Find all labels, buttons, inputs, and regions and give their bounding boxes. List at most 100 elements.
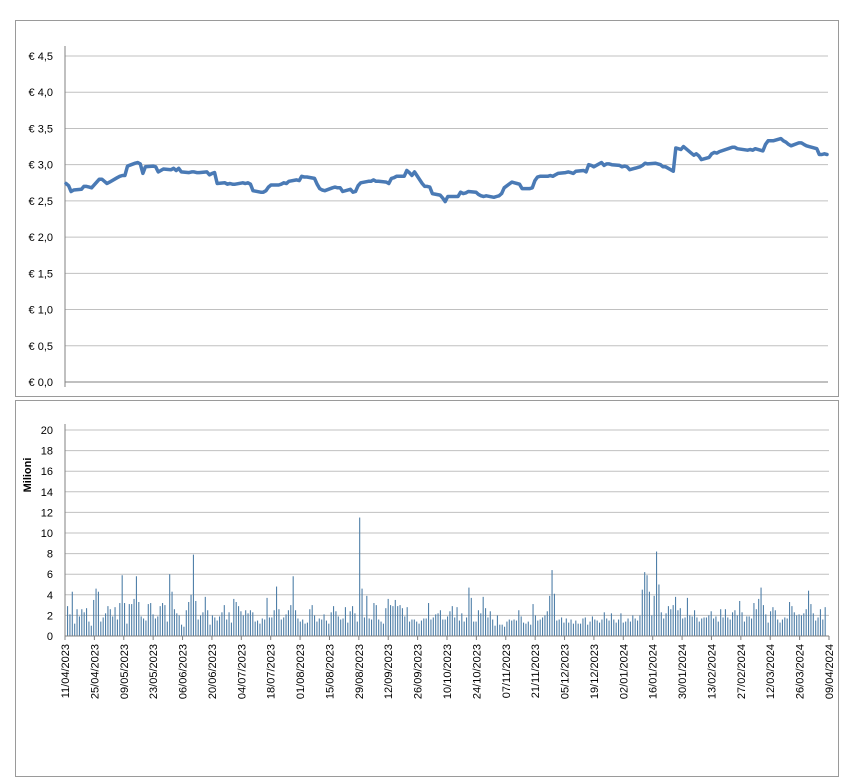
volume-bar	[195, 600, 197, 636]
volume-bar	[553, 593, 555, 636]
volume-bar	[330, 612, 332, 636]
volume-bar	[437, 613, 439, 636]
volume-bar	[185, 610, 187, 636]
volume-bar	[784, 617, 786, 636]
volume-bar	[316, 621, 318, 636]
volume-bar	[722, 617, 724, 636]
volume-bar	[135, 576, 137, 636]
volume-bar	[245, 610, 247, 636]
volume-bar	[252, 612, 254, 636]
volume-bar	[698, 621, 700, 636]
volume-bar	[347, 622, 349, 636]
price-y-tick-label: € 4,0	[29, 87, 53, 99]
volume-bar	[368, 618, 370, 636]
volume-bar	[69, 614, 71, 636]
volume-bar	[247, 613, 249, 636]
volume-bar	[501, 624, 503, 636]
volume-bar	[444, 619, 446, 636]
volume-bar	[404, 616, 406, 636]
volume-bar	[318, 618, 320, 636]
volume-bar	[323, 614, 325, 636]
volume-bar	[772, 607, 774, 636]
volume-bar	[506, 621, 508, 636]
volume-bar	[796, 615, 798, 636]
volume-bar	[140, 616, 142, 636]
volume-bar	[238, 606, 240, 636]
volume-bar	[482, 596, 484, 636]
price-y-tick-label: € 3,0	[29, 160, 53, 172]
volume-x-tick-label: 05/12/2023	[560, 644, 572, 699]
volume-bar	[202, 612, 204, 636]
volume-bar	[679, 608, 681, 636]
volume-bar	[337, 616, 339, 636]
volume-x-tick-label: 23/05/2023	[148, 644, 160, 699]
volume-bar	[261, 618, 263, 636]
volume-bar	[504, 626, 506, 636]
volume-bar	[76, 609, 78, 636]
volume-bar	[515, 620, 517, 636]
volume-bar	[743, 621, 745, 636]
volume-bar	[397, 606, 399, 636]
volume-bar	[401, 608, 403, 636]
volume-bar	[791, 606, 793, 636]
volume-bar	[596, 620, 598, 636]
volume-bar	[720, 609, 722, 636]
volume-bar	[209, 624, 211, 636]
volume-bar	[492, 619, 494, 636]
volume-bar-chart: 0 2 4 6 8 10 12 14 16 18 20 Milioni 11/04/2023 25/04/…	[22, 424, 836, 699]
volume-bar	[74, 623, 76, 636]
volume-bar	[675, 596, 677, 636]
volume-x-tick-label: 25/04/2023	[89, 644, 101, 699]
volume-bar	[568, 622, 570, 636]
volume-bar	[71, 591, 73, 636]
volume-bar	[710, 611, 712, 636]
volume-bar	[119, 603, 121, 636]
volume-bar	[762, 605, 764, 636]
volume-bar	[770, 611, 772, 636]
volume-y-tick-label: 12	[41, 507, 53, 519]
volume-bar	[67, 606, 69, 636]
volume-bar	[496, 615, 498, 636]
volume-y-tick-label: 0	[47, 631, 53, 643]
volume-bar	[637, 620, 639, 636]
volume-bar	[591, 616, 593, 636]
volume-bar	[430, 619, 432, 636]
volume-bar	[363, 617, 365, 636]
volume-bar	[221, 612, 223, 636]
volume-x-tick-label: 24/10/2023	[471, 644, 483, 699]
volume-bar	[456, 607, 458, 636]
volume-bar	[159, 606, 161, 636]
volume-bar	[572, 623, 574, 636]
volume-x-tick-label: 12/09/2023	[383, 644, 395, 699]
volume-bar	[211, 615, 213, 636]
volume-bar	[587, 624, 589, 636]
volume-bar	[803, 613, 805, 636]
volume-bar	[682, 618, 684, 636]
volume-bar	[786, 618, 788, 636]
volume-chart-panel: 0 2 4 6 8 10 12 14 16 18 20 Milioni 11/04/2023 25/04/…	[15, 400, 839, 777]
volume-bar	[340, 619, 342, 636]
volume-bar	[660, 612, 662, 636]
volume-bar	[181, 624, 183, 636]
volume-bar	[226, 619, 228, 636]
volume-bar	[435, 614, 437, 636]
volume-bar	[126, 623, 128, 636]
volume-bar	[779, 622, 781, 636]
volume-bar	[603, 612, 605, 636]
volume-bar	[311, 605, 313, 636]
volume-bar	[116, 619, 118, 636]
volume-x-tick-label: 01/08/2023	[295, 644, 307, 699]
volume-bar	[356, 621, 358, 636]
volume-bar	[190, 594, 192, 636]
volume-bar	[641, 589, 643, 636]
volume-bar	[233, 598, 235, 636]
volume-bar	[325, 620, 327, 636]
volume-bar	[292, 576, 294, 636]
volume-bar	[454, 617, 456, 636]
volume-bar	[537, 620, 539, 636]
volume-bar	[264, 619, 266, 636]
volume-bar	[494, 625, 496, 636]
volume-bar	[138, 602, 140, 636]
volume-bar	[644, 572, 646, 636]
volume-bar	[451, 606, 453, 636]
